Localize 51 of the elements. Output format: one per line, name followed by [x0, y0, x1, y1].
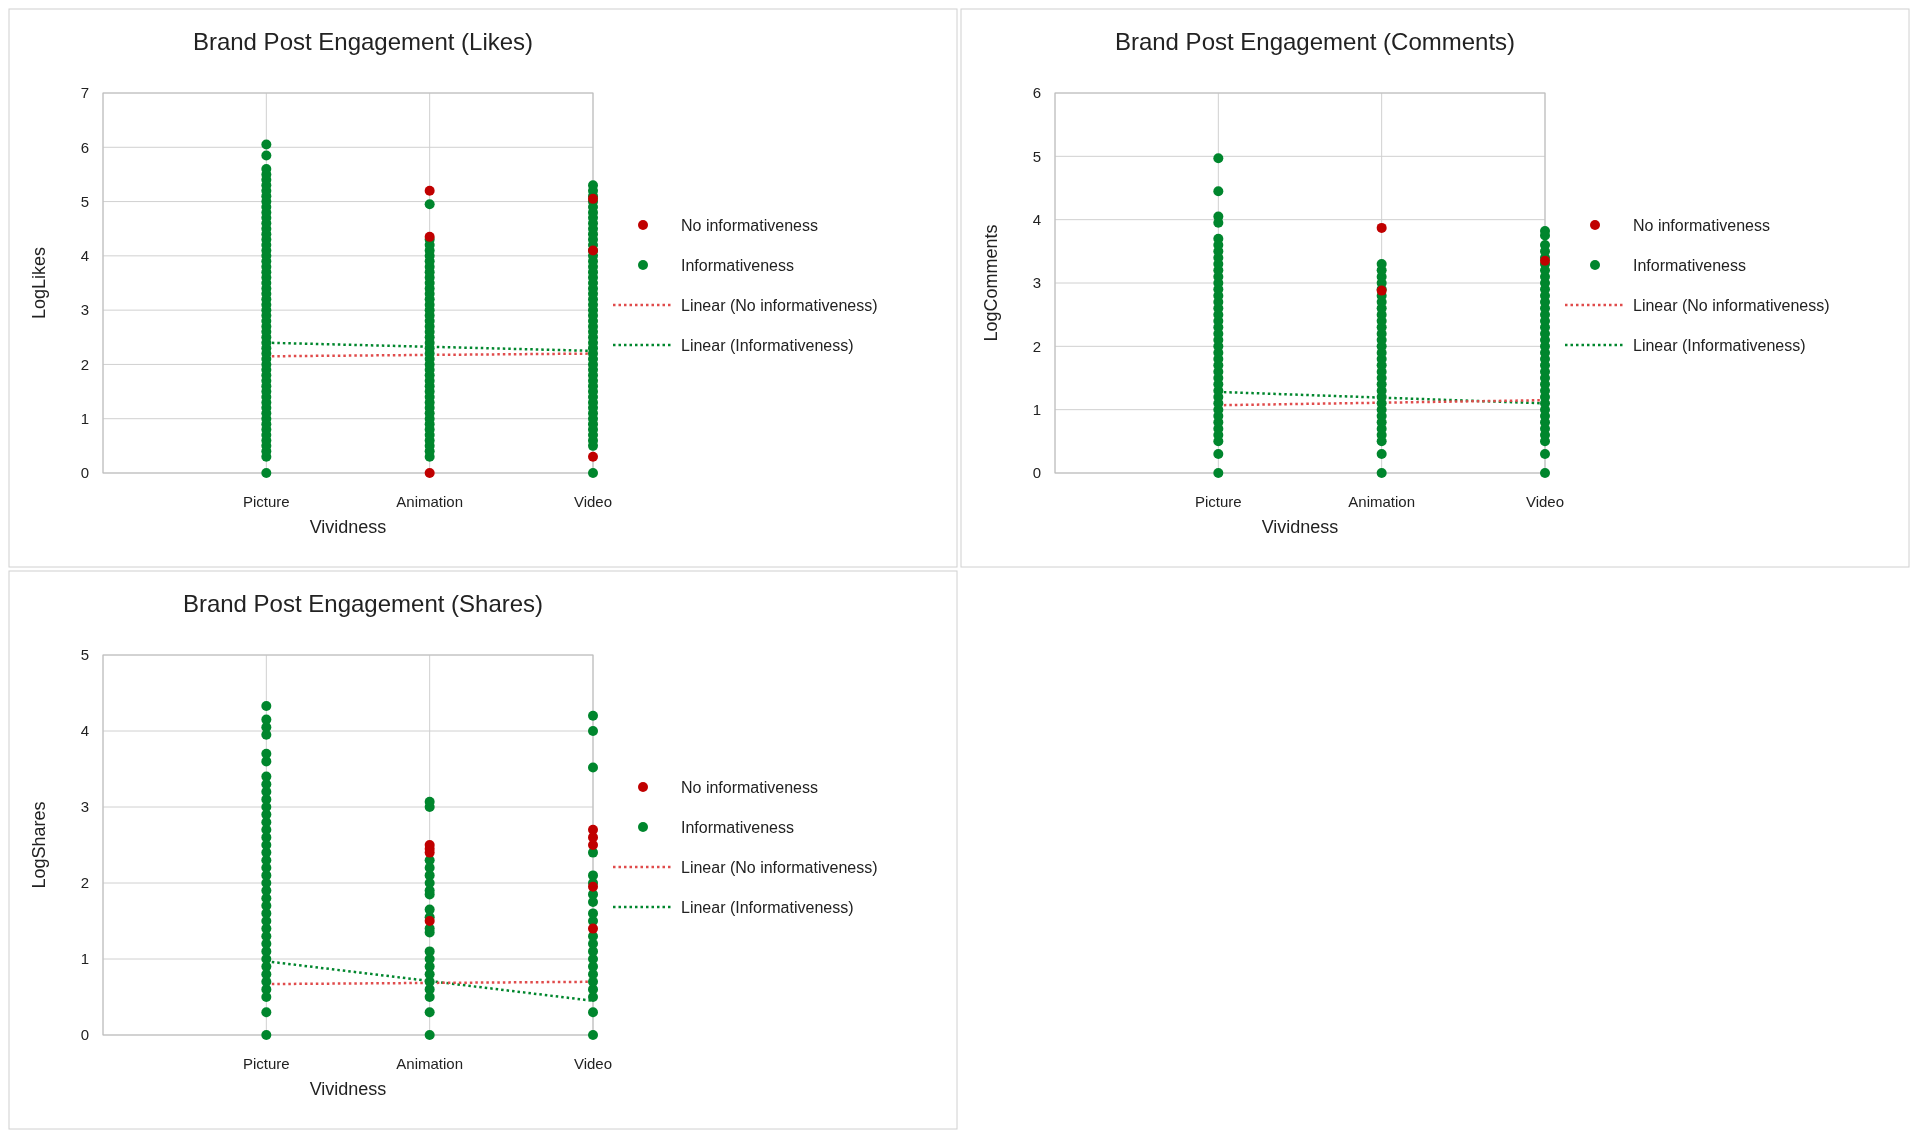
y-tick-label: 2 — [1032, 337, 1041, 355]
y-axis-title: LogComments — [981, 224, 1001, 342]
y-tick-label: 0 — [1032, 464, 1041, 482]
chart-title: Brand Post Engagement (Likes) — [192, 28, 534, 55]
legend-label: Linear (Informativeness) — [681, 336, 854, 354]
y-tick-label: 6 — [80, 138, 89, 156]
y-tick-label: 4 — [1032, 210, 1041, 228]
y-tick-label: 0 — [80, 1026, 89, 1044]
x-tick-label: Picture — [242, 493, 290, 510]
y-tick-label: 1 — [80, 950, 89, 968]
y-tick-label: 5 — [80, 646, 89, 664]
x-tick-label: Picture — [242, 1055, 290, 1072]
x-axis-title: Vividness — [309, 517, 387, 537]
legend-label: Linear (No informativeness) — [1633, 296, 1830, 314]
y-tick-label: 1 — [1032, 400, 1041, 418]
legend-label: Informativeness — [1633, 256, 1746, 274]
legend-label: Linear (Informativeness) — [681, 898, 854, 916]
x-tick-label: Animation — [396, 1055, 464, 1072]
y-tick-label: 1 — [80, 409, 89, 427]
legend-label: Linear (No informativeness) — [681, 296, 878, 314]
y-tick-label: 5 — [1032, 147, 1041, 165]
legend-label: Linear (Informativeness) — [1633, 336, 1806, 354]
y-tick-label: 4 — [80, 247, 89, 265]
x-axis-title: Vividness — [309, 1079, 387, 1099]
x-axis-title: Vividness — [1261, 517, 1339, 537]
x-tick-label: Video — [573, 493, 613, 510]
legend-label: No informativeness — [681, 216, 818, 234]
y-axis-title: LogShares — [29, 801, 49, 889]
y-tick-label: 0 — [80, 464, 89, 482]
y-tick-label: 4 — [80, 722, 89, 740]
y-axis-title: LogLikes — [29, 246, 49, 320]
y-tick-label: 5 — [80, 192, 89, 210]
x-tick-label: Animation — [396, 493, 464, 510]
x-tick-label: Video — [1525, 493, 1565, 510]
x-tick-label: Picture — [1194, 493, 1242, 510]
y-tick-label: 3 — [1032, 274, 1041, 292]
y-tick-label: 2 — [80, 874, 89, 892]
y-tick-label: 6 — [1032, 84, 1041, 102]
x-tick-label: Animation — [1348, 493, 1416, 510]
y-tick-label: 2 — [80, 355, 89, 373]
legend-label: Linear (No informativeness) — [681, 858, 878, 876]
chart-title: Brand Post Engagement (Comments) — [1114, 28, 1516, 55]
y-tick-label: 3 — [80, 301, 89, 319]
legend-label: No informativeness — [681, 778, 818, 796]
y-tick-label: 3 — [80, 798, 89, 816]
x-tick-label: Video — [573, 1055, 613, 1072]
legend-label: No informativeness — [1633, 216, 1770, 234]
legend-label: Informativeness — [681, 818, 794, 836]
y-tick-label: 7 — [80, 84, 89, 102]
chart-title: Brand Post Engagement (Shares) — [182, 590, 544, 617]
legend-label: Informativeness — [681, 256, 794, 274]
